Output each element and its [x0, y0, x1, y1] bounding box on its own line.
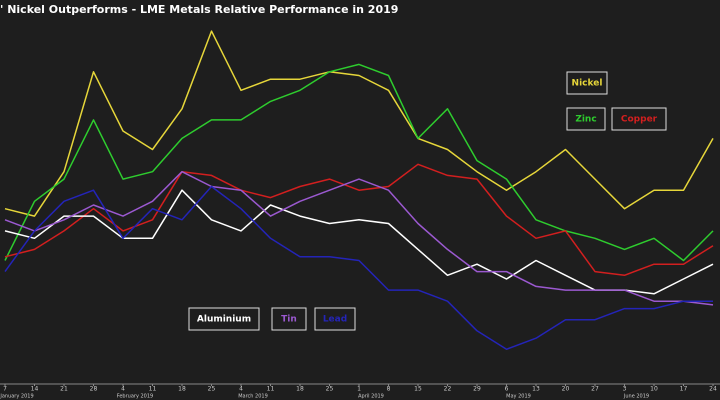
- x-tick-label: 27: [591, 386, 599, 393]
- legend-box: [188, 307, 260, 331]
- x-tick-label: 25: [208, 386, 216, 393]
- legend-box: [611, 107, 667, 131]
- x-tick-label: 18: [178, 386, 186, 393]
- chart-title: ' Nickel Outperforms - LME Metals Relati…: [0, 3, 398, 16]
- legend-item: Nickel: [566, 71, 608, 95]
- series-line: [4, 30, 714, 217]
- x-tick-label: 13: [532, 386, 540, 393]
- x-tick-label: 7: [3, 386, 7, 393]
- legend-label: Aluminium: [197, 315, 251, 325]
- x-tick-label: 14: [31, 386, 39, 393]
- legend-label: Tin: [281, 315, 297, 325]
- x-tick-label: 11: [149, 386, 157, 393]
- x-tick-label: 1: [357, 386, 361, 393]
- legend-item: Aluminium: [188, 307, 260, 331]
- legend-item: Zinc: [566, 107, 606, 131]
- x-tick-label: 25: [326, 386, 334, 393]
- x-tick-label: 22: [444, 386, 452, 393]
- x-tick-label: 10: [650, 386, 658, 393]
- x-tick-label: 8: [387, 386, 391, 393]
- legend-item: Copper: [611, 107, 667, 131]
- legend-box: [271, 307, 307, 331]
- legend-box: [566, 107, 606, 131]
- x-tick-label: 4: [121, 386, 125, 393]
- legend-label: Nickel: [572, 79, 603, 89]
- legend-item: Lead: [314, 307, 356, 331]
- x-tick-label: 20: [562, 386, 570, 393]
- x-tick-label: 17: [680, 386, 688, 393]
- x-tick-label: 18: [296, 386, 304, 393]
- month-label: February 2019: [117, 394, 153, 400]
- x-tick-label: 11: [267, 386, 275, 393]
- series-line: [4, 63, 714, 262]
- series-line: [4, 163, 714, 277]
- legend-label: Copper: [621, 115, 658, 125]
- legend-box: [566, 71, 608, 95]
- x-tick-label: 6: [505, 386, 509, 393]
- legend-label: Zinc: [575, 115, 596, 125]
- x-tick-label: 3: [623, 386, 627, 393]
- x-tick-label: 29: [473, 386, 481, 393]
- x-tick-label: 24: [709, 386, 717, 393]
- month-label: March 2019: [238, 394, 268, 400]
- legend-item: Tin: [271, 307, 307, 331]
- month-label: June 2019: [623, 394, 649, 400]
- series-line: [4, 170, 714, 306]
- month-label: May 2019: [506, 394, 531, 400]
- x-tick-label: 15: [414, 386, 422, 393]
- x-tick-label: 21: [60, 386, 68, 393]
- month-label: January 2019: [0, 394, 34, 400]
- x-tick-label: 4: [239, 386, 243, 393]
- month-label: April 2019: [358, 394, 384, 400]
- x-tick-label: 28: [90, 386, 98, 393]
- legend-label: Lead: [323, 315, 347, 325]
- legend-box: [314, 307, 356, 331]
- series-line: [4, 185, 713, 351]
